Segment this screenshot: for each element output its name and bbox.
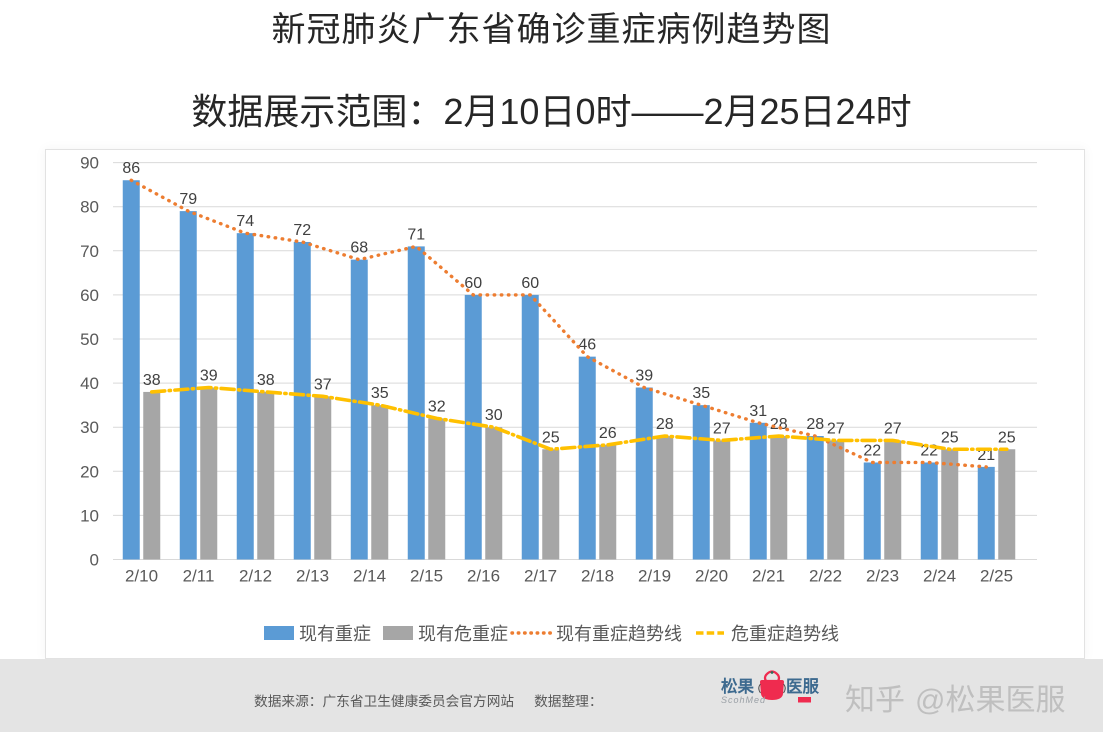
svg-text:35: 35 <box>692 385 710 402</box>
svg-text:25: 25 <box>542 429 560 446</box>
svg-text:2/13: 2/13 <box>296 567 329 586</box>
svg-text:2/19: 2/19 <box>638 567 671 586</box>
svg-text:2/23: 2/23 <box>866 567 899 586</box>
svg-text:2/14: 2/14 <box>353 567 386 586</box>
svg-text:30: 30 <box>80 418 99 437</box>
svg-text:39: 39 <box>200 368 218 385</box>
svg-text:20: 20 <box>80 462 99 481</box>
svg-text:2/10: 2/10 <box>125 567 158 586</box>
svg-text:2/18: 2/18 <box>581 567 614 586</box>
svg-text:10: 10 <box>80 506 99 525</box>
svg-text:2/11: 2/11 <box>183 567 215 586</box>
svg-text:50: 50 <box>80 330 99 349</box>
svg-text:2/15: 2/15 <box>410 567 443 586</box>
svg-text:2/25: 2/25 <box>980 567 1013 586</box>
svg-text:26: 26 <box>599 425 617 442</box>
svg-text:31: 31 <box>749 403 767 420</box>
svg-text:2/17: 2/17 <box>524 567 557 586</box>
svg-text:70: 70 <box>80 242 99 261</box>
svg-text:32: 32 <box>428 398 446 415</box>
svg-text:25: 25 <box>941 429 959 446</box>
svg-text:28: 28 <box>806 416 824 433</box>
svg-text:37: 37 <box>314 376 332 393</box>
svg-text:39: 39 <box>635 368 653 385</box>
svg-text:60: 60 <box>521 275 539 292</box>
svg-text:0: 0 <box>90 551 99 570</box>
svg-text:27: 27 <box>884 420 902 437</box>
svg-text:68: 68 <box>350 240 368 257</box>
svg-text:46: 46 <box>578 337 596 354</box>
svg-text:38: 38 <box>143 372 161 389</box>
svg-text:22: 22 <box>920 442 938 459</box>
svg-text:27: 27 <box>827 420 845 437</box>
svg-text:72: 72 <box>293 222 311 239</box>
svg-text:27: 27 <box>713 420 731 437</box>
svg-text:71: 71 <box>407 226 425 243</box>
svg-text:60: 60 <box>80 286 99 305</box>
svg-text:2/21: 2/21 <box>752 567 785 586</box>
svg-text:2/22: 2/22 <box>809 567 842 586</box>
svg-text:90: 90 <box>80 154 99 173</box>
svg-text:松果: 松果 <box>721 676 755 696</box>
svg-text:2/16: 2/16 <box>467 567 500 586</box>
svg-text:28: 28 <box>770 416 788 433</box>
svg-text:2/24: 2/24 <box>923 567 956 586</box>
svg-text:2/20: 2/20 <box>695 567 728 586</box>
svg-text:40: 40 <box>80 374 99 393</box>
svg-text:79: 79 <box>179 191 197 208</box>
svg-text:2/12: 2/12 <box>239 567 272 586</box>
svg-text:30: 30 <box>485 407 503 424</box>
svg-text:22: 22 <box>863 442 881 459</box>
svg-text:ScohMed: ScohMed <box>721 695 766 705</box>
svg-text:医服: 医服 <box>786 677 820 696</box>
svg-text:28: 28 <box>656 416 674 433</box>
svg-text:80: 80 <box>80 198 99 217</box>
svg-text:86: 86 <box>122 160 140 177</box>
svg-text:35: 35 <box>371 385 389 402</box>
svg-text:25: 25 <box>998 429 1016 446</box>
svg-text:38: 38 <box>257 372 275 389</box>
svg-text:74: 74 <box>236 213 254 230</box>
